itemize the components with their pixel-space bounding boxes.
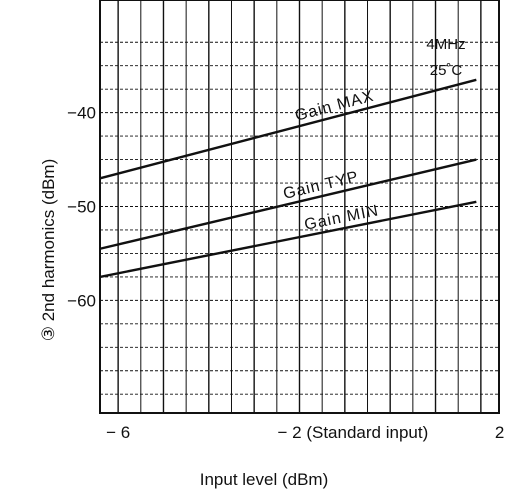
tick-labels: −40 −50 −60 − 6 − 2 (Standard input) 2	[67, 104, 504, 442]
y-tick-label: −40	[67, 104, 96, 123]
y-tick-label: −60	[67, 291, 96, 310]
series-line	[99, 78, 477, 180]
x-tick-label: − 2 (Standard input)	[278, 423, 429, 442]
condition-temperature: 25˚C	[430, 62, 463, 79]
series-line	[99, 200, 477, 279]
series-label: Gain TYP	[282, 169, 361, 203]
x-axis-label: Input level (dBm)	[199, 470, 329, 489]
plot-frame	[99, 0, 500, 414]
grid	[100, 0, 499, 413]
series-label: Gain MAX	[293, 88, 376, 125]
y-axis-label: ③ 2nd harmonics (dBm)	[39, 159, 58, 341]
condition-frequency: 4MHz	[426, 36, 465, 53]
x-tick-label: 2	[495, 423, 504, 442]
x-tick-label: − 6	[106, 423, 130, 442]
y-tick-label: −50	[67, 198, 96, 217]
series-line	[99, 158, 477, 250]
